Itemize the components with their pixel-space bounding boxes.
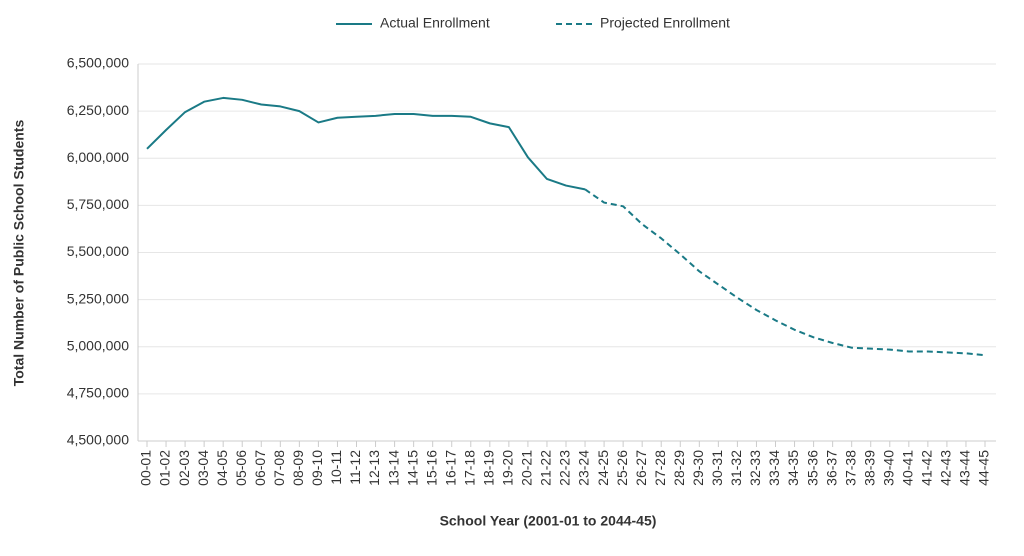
x-tick-label: 36-37 xyxy=(823,450,839,486)
x-tick-label: 21-22 xyxy=(538,450,554,486)
x-tick-label: 13-14 xyxy=(385,450,401,486)
x-tick-label: 33-34 xyxy=(766,450,782,486)
x-tick-label: 30-31 xyxy=(709,450,725,486)
x-tick-label: 03-04 xyxy=(195,450,211,486)
y-tick-label: 6,250,000 xyxy=(67,102,129,118)
x-tick-label: 07-08 xyxy=(271,450,287,486)
legend-label: Actual Enrollment xyxy=(380,15,490,31)
x-tick-label: 11-12 xyxy=(347,450,363,485)
x-tick-label: 22-23 xyxy=(557,450,573,486)
x-tick-label: 10-11 xyxy=(328,450,344,485)
x-tick-label: 20-21 xyxy=(519,450,535,486)
x-tick-label: 19-20 xyxy=(500,450,516,486)
x-tick-label: 32-33 xyxy=(747,450,763,486)
x-tick-label: 27-28 xyxy=(652,450,668,486)
series-line xyxy=(584,188,986,357)
y-tick-label: 4,750,000 xyxy=(67,385,129,401)
y-tick-label: 4,500,000 xyxy=(67,432,129,448)
x-tick-label: 16-17 xyxy=(442,450,458,486)
x-tick-label: 31-32 xyxy=(728,450,744,486)
x-tick-label: 12-13 xyxy=(366,450,382,486)
x-tick-label: 35-36 xyxy=(804,450,820,486)
x-tick-label: 29-30 xyxy=(690,450,706,486)
x-tick-label: 15-16 xyxy=(423,450,439,486)
y-axis-title: Total Number of Public School Students xyxy=(11,120,27,387)
x-tick-label: 18-19 xyxy=(481,450,497,486)
x-tick-label: 44-45 xyxy=(976,450,992,486)
x-tick-label: 39-40 xyxy=(880,450,896,486)
x-tick-label: 26-27 xyxy=(633,450,649,486)
x-tick-label: 09-10 xyxy=(309,450,325,486)
x-tick-label: 04-05 xyxy=(214,450,230,486)
legend-label: Projected Enrollment xyxy=(600,15,730,31)
x-tick-label: 08-09 xyxy=(290,450,306,486)
x-tick-label: 42-43 xyxy=(938,450,954,486)
x-tick-label: 01-02 xyxy=(157,450,173,486)
x-tick-label: 28-29 xyxy=(671,450,687,486)
x-tick-label: 05-06 xyxy=(233,450,249,486)
series-line xyxy=(146,96,586,191)
x-tick-label: 06-07 xyxy=(252,450,268,486)
y-tick-label: 6,500,000 xyxy=(67,55,129,71)
x-tick-label: 17-18 xyxy=(461,450,477,486)
y-tick-label: 5,000,000 xyxy=(67,337,129,353)
x-tick-label: 02-03 xyxy=(176,450,192,486)
x-tick-label: 40-41 xyxy=(900,450,916,486)
x-tick-label: 23-24 xyxy=(576,450,592,486)
y-tick-label: 5,500,000 xyxy=(67,243,129,259)
x-tick-label: 37-38 xyxy=(842,450,858,486)
x-tick-label: 43-44 xyxy=(957,450,973,486)
x-tick-label: 38-39 xyxy=(861,450,877,486)
x-tick-label: 25-26 xyxy=(614,450,630,486)
x-axis-title: School Year (2001-01 to 2044-45) xyxy=(440,513,657,529)
x-tick-label: 34-35 xyxy=(785,450,801,486)
y-tick-label: 5,250,000 xyxy=(67,290,129,306)
x-tick-label: 00-01 xyxy=(138,450,154,486)
x-tick-label: 24-25 xyxy=(595,450,611,486)
y-tick-label: 6,000,000 xyxy=(67,149,129,165)
x-tick-label: 14-15 xyxy=(404,450,420,486)
y-tick-label: 5,750,000 xyxy=(67,196,129,212)
x-tick-label: 41-42 xyxy=(919,450,935,486)
